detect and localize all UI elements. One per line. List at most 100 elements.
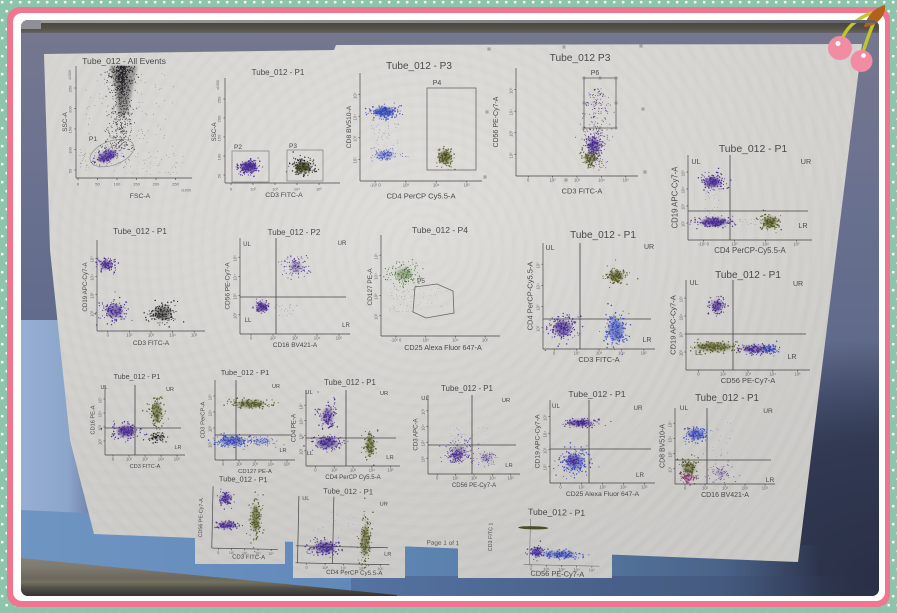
svg-text:10⁵: 10⁵	[89, 256, 94, 263]
svg-text:10⁴: 10⁴	[573, 567, 580, 572]
svg-text:10⁴: 10⁴	[667, 436, 672, 443]
svg-text:10²: 10²	[542, 464, 547, 471]
svg-text:10³: 10³	[341, 566, 347, 570]
svg-text:10³: 10³	[242, 551, 248, 555]
svg-text:LR: LR	[384, 552, 391, 558]
svg-text:0: 0	[230, 187, 233, 192]
svg-text:CD3 FITC-A: CD3 FITC-A	[562, 187, 603, 196]
svg-text:0: 0	[684, 486, 687, 491]
svg-text:10⁵: 10⁵	[535, 262, 540, 269]
svg-text:UR: UR	[338, 241, 347, 247]
svg-text:10⁴: 10⁴	[680, 187, 685, 194]
svg-text:250: 250	[172, 182, 179, 187]
svg-text:0: 0	[559, 485, 562, 490]
svg-text:CD19 APC-Cy7-A: CD19 APC-Cy7-A	[535, 414, 542, 468]
svg-text:10⁵: 10⁵	[232, 255, 237, 262]
svg-text:10³: 10³	[471, 476, 478, 481]
svg-text:LR: LR	[636, 472, 644, 479]
svg-text:10³: 10³	[350, 468, 357, 473]
svg-text:Tube_012 - P1: Tube_012 - P1	[715, 270, 781, 281]
svg-text:CD16 BV421-A: CD16 BV421-A	[701, 492, 749, 499]
svg-text:Tube_012 - P1: Tube_012 - P1	[568, 389, 625, 399]
svg-text:CD127 PE-A: CD127 PE-A	[238, 469, 272, 475]
svg-text:200: 200	[217, 115, 222, 122]
svg-text:-10² 0: -10² 0	[698, 242, 710, 247]
svg-text:10⁴: 10⁴	[268, 462, 275, 467]
svg-text:Tube_012 - P1: Tube_012 - P1	[323, 486, 373, 496]
svg-text:x1000: x1000	[68, 70, 72, 80]
svg-text:0: 0	[77, 182, 80, 187]
svg-text:10²: 10²	[352, 157, 357, 164]
svg-text:CD3 PerCP-A: CD3 PerCP-A	[201, 402, 207, 439]
svg-text:CD56 PE-Cy7-A: CD56 PE-Cy7-A	[530, 569, 584, 579]
svg-text:10²: 10²	[207, 441, 212, 448]
svg-text:P6: P6	[591, 70, 600, 77]
svg-text:10⁵: 10⁵	[508, 87, 513, 94]
svg-text:10⁴: 10⁴	[359, 567, 365, 571]
svg-text:10⁵: 10⁵	[623, 178, 630, 183]
svg-text:10³: 10³	[542, 447, 547, 454]
svg-text:LR: LR	[788, 354, 797, 361]
svg-text:Tube_012 - P1: Tube_012 - P1	[570, 230, 636, 241]
svg-text:50: 50	[95, 182, 100, 187]
svg-text:CD127 PE-A: CD127 PE-A	[367, 268, 374, 306]
svg-text:10²: 10²	[270, 336, 277, 341]
svg-text:UL: UL	[421, 396, 429, 402]
svg-text:10⁵: 10⁵	[464, 183, 471, 188]
svg-text:10⁴: 10⁴	[89, 274, 94, 281]
svg-text:CD4 PE-A: CD4 PE-A	[291, 413, 298, 442]
svg-text:10²: 10²	[680, 220, 685, 227]
svg-text:CD25 Alexa Fluor 647-A: CD25 Alexa Fluor 647-A	[566, 491, 640, 498]
svg-text:10³: 10³	[252, 462, 259, 467]
svg-text:CD56 PE-Cy7-A: CD56 PE-Cy7-A	[198, 498, 205, 538]
svg-text:10⁵: 10⁵	[794, 372, 801, 377]
svg-text:Tube_012 - P1: Tube_012 - P1	[324, 378, 376, 387]
svg-text:P4: P4	[433, 80, 442, 87]
svg-text:UR: UR	[502, 398, 510, 404]
svg-text:10⁵: 10⁵	[641, 485, 648, 490]
svg-text:10³: 10³	[423, 338, 430, 343]
svg-text:10²: 10²	[535, 325, 540, 332]
svg-text:0: 0	[553, 351, 556, 356]
svg-text:150: 150	[133, 182, 140, 187]
svg-text:10²: 10²	[420, 456, 425, 463]
svg-text:10²: 10²	[298, 448, 303, 455]
svg-text:10²: 10²	[667, 466, 672, 473]
svg-text:0: 0	[107, 333, 110, 338]
svg-text:SSC-A: SSC-A	[62, 111, 69, 131]
svg-text:10⁴: 10⁴	[508, 109, 513, 116]
svg-text:CD3 FITC-A: CD3 FITC-A	[133, 340, 170, 347]
svg-text:10⁴: 10⁴	[158, 457, 165, 462]
svg-text:10³: 10³	[680, 203, 685, 210]
svg-text:10⁴: 10⁴	[770, 372, 777, 377]
svg-text:0: 0	[250, 336, 253, 341]
svg-text:0: 0	[305, 566, 307, 570]
svg-text:10⁵: 10⁵	[589, 568, 596, 573]
svg-text:Tube_012 - P1: Tube_012 - P1	[221, 368, 270, 377]
svg-text:CD3 FITC-A: CD3 FITC-A	[265, 192, 303, 199]
svg-text:10⁴: 10⁴	[232, 274, 237, 281]
svg-text:10⁵: 10⁵	[97, 397, 102, 404]
svg-text:10⁴: 10⁴	[618, 351, 625, 356]
svg-text:10⁵: 10⁵	[482, 338, 489, 343]
svg-text:10⁴: 10⁴	[489, 476, 496, 481]
svg-text:CD8 BV510-A: CD8 BV510-A	[660, 424, 667, 468]
svg-text:10⁵: 10⁵	[387, 468, 394, 473]
svg-text:CD25 Alexa Fluor 647-A: CD25 Alexa Fluor 647-A	[404, 343, 482, 352]
svg-text:10³: 10³	[148, 333, 155, 338]
svg-text:10²: 10²	[236, 462, 243, 467]
svg-text:10⁴: 10⁴	[255, 552, 261, 556]
svg-text:CD3 FITC-A: CD3 FITC-A	[130, 464, 161, 470]
svg-text:10²: 10²	[97, 438, 102, 445]
svg-text:10³: 10³	[298, 433, 303, 440]
svg-text:Tube_012 - P1: Tube_012 - P1	[719, 144, 788, 155]
svg-text:CD3 FITC-A: CD3 FITC-A	[578, 355, 619, 364]
svg-text:Tube_012 - P1: Tube_012 - P1	[441, 384, 493, 393]
svg-text:10³: 10³	[574, 178, 581, 183]
svg-text:FSC-A: FSC-A	[130, 193, 151, 200]
svg-text:150: 150	[217, 134, 222, 141]
svg-text:CD19 APC-Cy7-A: CD19 APC-Cy7-A	[82, 262, 89, 312]
svg-text:10³: 10³	[142, 457, 149, 462]
svg-text:10⁵: 10⁵	[191, 333, 198, 338]
svg-text:UL: UL	[305, 390, 313, 396]
